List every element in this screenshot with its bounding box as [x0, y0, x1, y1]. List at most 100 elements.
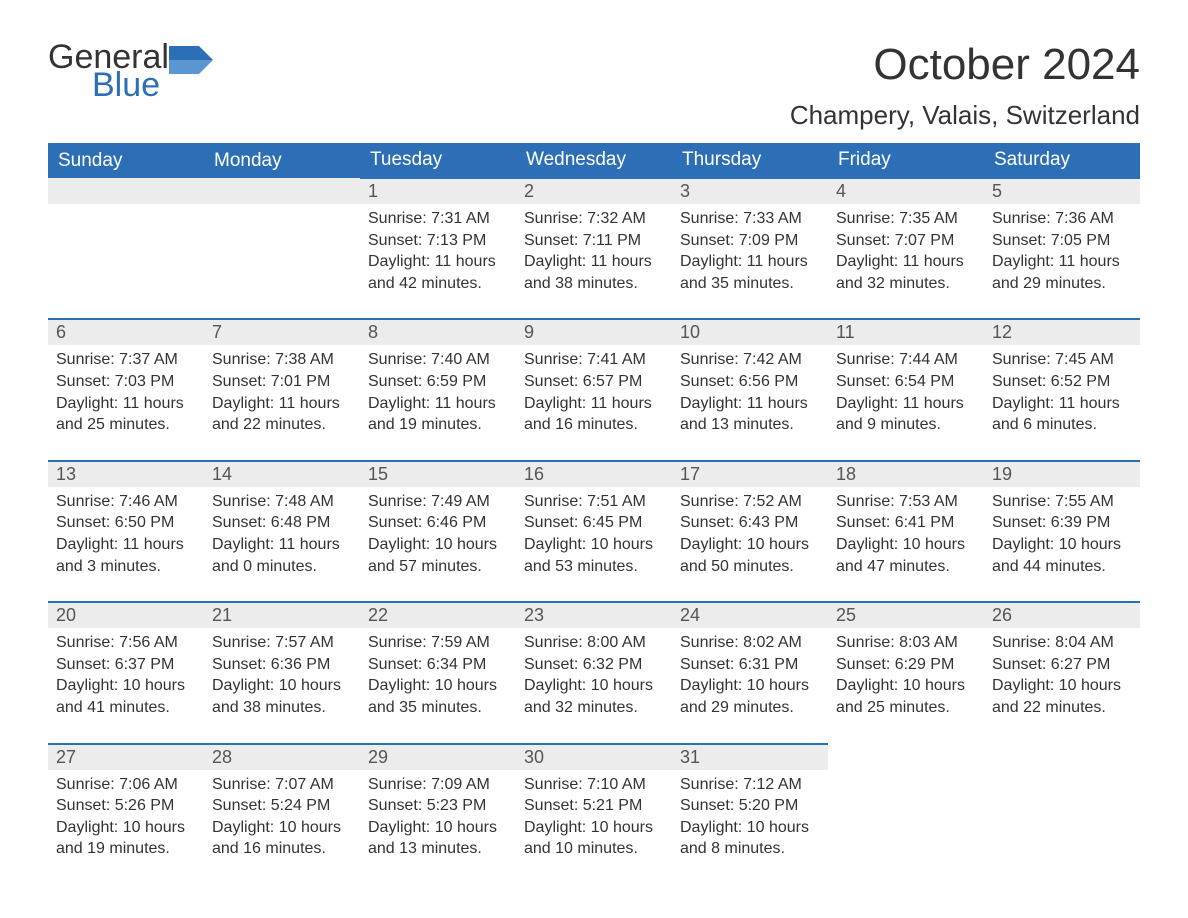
- logo-blue: Blue: [92, 68, 169, 102]
- day-number: 24: [672, 603, 828, 628]
- day-details: Sunrise: 7:37 AMSunset: 7:03 PMDaylight:…: [48, 345, 204, 459]
- calendar-cell: 27Sunrise: 7:06 AMSunset: 5:26 PMDayligh…: [48, 744, 204, 884]
- header: General Blue October 2024 Champery, Vala…: [48, 40, 1140, 131]
- day-details: Sunrise: 7:12 AMSunset: 5:20 PMDaylight:…: [672, 770, 828, 884]
- calendar-body: 1Sunrise: 7:31 AMSunset: 7:13 PMDaylight…: [48, 178, 1140, 884]
- calendar-cell: 2Sunrise: 7:32 AMSunset: 7:11 PMDaylight…: [516, 178, 672, 319]
- logo: General Blue: [48, 40, 213, 102]
- day-number: 2: [516, 179, 672, 204]
- location: Champery, Valais, Switzerland: [790, 100, 1140, 131]
- day-number: 11: [828, 320, 984, 345]
- day-details: Sunrise: 7:41 AMSunset: 6:57 PMDaylight:…: [516, 345, 672, 459]
- day-details: Sunrise: 7:53 AMSunset: 6:41 PMDaylight:…: [828, 487, 984, 601]
- calendar-cell: 22Sunrise: 7:59 AMSunset: 6:34 PMDayligh…: [360, 602, 516, 743]
- calendar-cell: 30Sunrise: 7:10 AMSunset: 5:21 PMDayligh…: [516, 744, 672, 884]
- day-number: 28: [204, 745, 360, 770]
- calendar-cell: 7Sunrise: 7:38 AMSunset: 7:01 PMDaylight…: [204, 319, 360, 460]
- calendar-cell: 17Sunrise: 7:52 AMSunset: 6:43 PMDayligh…: [672, 461, 828, 602]
- weekday-header: Friday: [828, 143, 984, 178]
- day-number: 5: [984, 179, 1140, 204]
- day-number: 12: [984, 320, 1140, 345]
- weekday-header: Monday: [204, 143, 360, 178]
- calendar-cell: 13Sunrise: 7:46 AMSunset: 6:50 PMDayligh…: [48, 461, 204, 602]
- calendar-cell: 14Sunrise: 7:48 AMSunset: 6:48 PMDayligh…: [204, 461, 360, 602]
- calendar-row: 27Sunrise: 7:06 AMSunset: 5:26 PMDayligh…: [48, 744, 1140, 884]
- day-number: 21: [204, 603, 360, 628]
- calendar-cell: 19Sunrise: 7:55 AMSunset: 6:39 PMDayligh…: [984, 461, 1140, 602]
- calendar-cell: 1Sunrise: 7:31 AMSunset: 7:13 PMDaylight…: [360, 178, 516, 319]
- day-number: 23: [516, 603, 672, 628]
- weekday-header: Wednesday: [516, 143, 672, 178]
- day-number: 9: [516, 320, 672, 345]
- day-number: 8: [360, 320, 516, 345]
- month-title: October 2024: [790, 40, 1140, 90]
- calendar-row: 6Sunrise: 7:37 AMSunset: 7:03 PMDaylight…: [48, 319, 1140, 460]
- calendar-cell: 25Sunrise: 8:03 AMSunset: 6:29 PMDayligh…: [828, 602, 984, 743]
- day-details: Sunrise: 7:33 AMSunset: 7:09 PMDaylight:…: [672, 204, 828, 318]
- day-details: Sunrise: 7:59 AMSunset: 6:34 PMDaylight:…: [360, 628, 516, 742]
- day-details: Sunrise: 7:45 AMSunset: 6:52 PMDaylight:…: [984, 345, 1140, 459]
- day-details: Sunrise: 7:44 AMSunset: 6:54 PMDaylight:…: [828, 345, 984, 459]
- empty-day-header: [204, 178, 360, 204]
- calendar-cell: 24Sunrise: 8:02 AMSunset: 6:31 PMDayligh…: [672, 602, 828, 743]
- calendar-cell: [984, 744, 1140, 884]
- day-details: Sunrise: 7:55 AMSunset: 6:39 PMDaylight:…: [984, 487, 1140, 601]
- day-number: 16: [516, 462, 672, 487]
- day-number: 22: [360, 603, 516, 628]
- calendar-row: 13Sunrise: 7:46 AMSunset: 6:50 PMDayligh…: [48, 461, 1140, 602]
- flag-icon: [169, 46, 213, 79]
- weekday-header: Tuesday: [360, 143, 516, 178]
- day-details: Sunrise: 7:56 AMSunset: 6:37 PMDaylight:…: [48, 628, 204, 742]
- day-details: Sunrise: 7:32 AMSunset: 7:11 PMDaylight:…: [516, 204, 672, 318]
- day-number: 14: [204, 462, 360, 487]
- calendar-cell: 4Sunrise: 7:35 AMSunset: 7:07 PMDaylight…: [828, 178, 984, 319]
- day-details: Sunrise: 7:09 AMSunset: 5:23 PMDaylight:…: [360, 770, 516, 884]
- calendar-row: 1Sunrise: 7:31 AMSunset: 7:13 PMDaylight…: [48, 178, 1140, 319]
- calendar-cell: 29Sunrise: 7:09 AMSunset: 5:23 PMDayligh…: [360, 744, 516, 884]
- logo-text: General Blue: [48, 40, 169, 102]
- day-number: 29: [360, 745, 516, 770]
- empty-day-header: [48, 178, 204, 204]
- day-details: Sunrise: 7:10 AMSunset: 5:21 PMDaylight:…: [516, 770, 672, 884]
- calendar-cell: 28Sunrise: 7:07 AMSunset: 5:24 PMDayligh…: [204, 744, 360, 884]
- calendar-cell: 10Sunrise: 7:42 AMSunset: 6:56 PMDayligh…: [672, 319, 828, 460]
- calendar-cell: 3Sunrise: 7:33 AMSunset: 7:09 PMDaylight…: [672, 178, 828, 319]
- calendar-cell: 18Sunrise: 7:53 AMSunset: 6:41 PMDayligh…: [828, 461, 984, 602]
- day-number: 1: [360, 179, 516, 204]
- calendar-row: 20Sunrise: 7:56 AMSunset: 6:37 PMDayligh…: [48, 602, 1140, 743]
- calendar-cell: 16Sunrise: 7:51 AMSunset: 6:45 PMDayligh…: [516, 461, 672, 602]
- day-number: 13: [48, 462, 204, 487]
- day-number: 6: [48, 320, 204, 345]
- day-number: 3: [672, 179, 828, 204]
- day-details: Sunrise: 7:36 AMSunset: 7:05 PMDaylight:…: [984, 204, 1140, 318]
- calendar-cell: 20Sunrise: 7:56 AMSunset: 6:37 PMDayligh…: [48, 602, 204, 743]
- day-number: 30: [516, 745, 672, 770]
- day-number: 15: [360, 462, 516, 487]
- day-details: Sunrise: 7:46 AMSunset: 6:50 PMDaylight:…: [48, 487, 204, 601]
- calendar-cell: 31Sunrise: 7:12 AMSunset: 5:20 PMDayligh…: [672, 744, 828, 884]
- calendar-cell: [204, 178, 360, 319]
- day-number: 10: [672, 320, 828, 345]
- day-number: 20: [48, 603, 204, 628]
- calendar-cell: 9Sunrise: 7:41 AMSunset: 6:57 PMDaylight…: [516, 319, 672, 460]
- day-details: Sunrise: 7:42 AMSunset: 6:56 PMDaylight:…: [672, 345, 828, 459]
- weekday-header: Thursday: [672, 143, 828, 178]
- calendar-cell: [828, 744, 984, 884]
- calendar-cell: [48, 178, 204, 319]
- day-details: Sunrise: 7:51 AMSunset: 6:45 PMDaylight:…: [516, 487, 672, 601]
- weekday-header: Sunday: [48, 143, 204, 178]
- calendar-cell: 15Sunrise: 7:49 AMSunset: 6:46 PMDayligh…: [360, 461, 516, 602]
- day-details: Sunrise: 7:57 AMSunset: 6:36 PMDaylight:…: [204, 628, 360, 742]
- day-number: 18: [828, 462, 984, 487]
- day-number: 27: [48, 745, 204, 770]
- title-block: October 2024 Champery, Valais, Switzerla…: [790, 40, 1140, 131]
- calendar-cell: 5Sunrise: 7:36 AMSunset: 7:05 PMDaylight…: [984, 178, 1140, 319]
- calendar-table: SundayMondayTuesdayWednesdayThursdayFrid…: [48, 143, 1140, 884]
- day-number: 26: [984, 603, 1140, 628]
- calendar-cell: 12Sunrise: 7:45 AMSunset: 6:52 PMDayligh…: [984, 319, 1140, 460]
- day-number: 17: [672, 462, 828, 487]
- day-details: Sunrise: 7:06 AMSunset: 5:26 PMDaylight:…: [48, 770, 204, 884]
- day-details: Sunrise: 7:35 AMSunset: 7:07 PMDaylight:…: [828, 204, 984, 318]
- day-details: Sunrise: 8:02 AMSunset: 6:31 PMDaylight:…: [672, 628, 828, 742]
- day-details: Sunrise: 7:07 AMSunset: 5:24 PMDaylight:…: [204, 770, 360, 884]
